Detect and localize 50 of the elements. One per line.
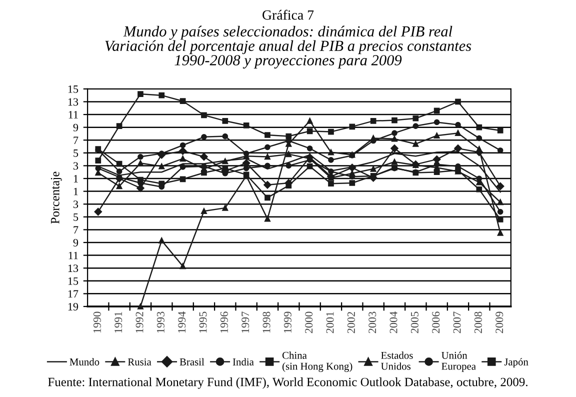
x-tick-label: 2000 xyxy=(305,312,313,334)
y-tick-label: 15 xyxy=(68,85,78,93)
x-tick-label: 1998 xyxy=(262,312,270,333)
x-tick-label: 1993 xyxy=(156,312,164,333)
x-tick-label: 2005 xyxy=(410,312,418,334)
legend-label: Rusia xyxy=(128,358,152,366)
y-tick-label: 13 xyxy=(68,98,78,106)
y-tick-label: 3 xyxy=(74,162,78,170)
y-tick-label: 11 xyxy=(68,111,78,118)
x-tick-label: 1994 xyxy=(178,312,186,333)
x-tick-label: 1990 xyxy=(93,312,101,333)
y-tick-label: 7 xyxy=(74,226,78,234)
x-tick-label: 1995 xyxy=(199,312,207,333)
x-tick-label: 1992 xyxy=(136,312,144,333)
x-tick-label: 2001 xyxy=(326,312,334,334)
source-note: Fuente: International Monetary Fund (IMF), World Economic Outlook Database, octubre, 2009. xyxy=(48,377,528,389)
legend-label: China (sin Hong Kong) xyxy=(282,352,352,372)
y-tick-label: 7 xyxy=(74,136,78,144)
y-tick-label: 9 xyxy=(73,238,78,246)
x-tick-label: 1996 xyxy=(220,312,228,333)
x-tick-label: 2007 xyxy=(453,312,461,334)
x-tick-label: 2003 xyxy=(368,312,376,334)
legend-label: Japón xyxy=(504,358,528,368)
x-tick-label: 2004 xyxy=(390,312,398,334)
y-tick-label: 1 xyxy=(74,175,78,182)
legend-label: Unión Europea xyxy=(442,352,476,372)
y-tick-label: 1 xyxy=(74,188,78,196)
y-tick-label: 9 xyxy=(73,124,78,132)
x-tick-label: 2002 xyxy=(347,312,355,334)
x-tick-label: 1999 xyxy=(284,312,292,333)
y-tick-label: 17 xyxy=(68,290,78,298)
y-tick-label: 19 xyxy=(68,302,78,310)
y-tick-label: 11 xyxy=(68,252,78,260)
y-tick-label: 5 xyxy=(74,213,78,221)
y-tick-label: 13 xyxy=(68,264,78,272)
legend-label: Estados Unidos xyxy=(380,352,413,370)
legend-label: Brasil xyxy=(180,358,204,366)
y-tick-label: 3 xyxy=(74,200,78,208)
y-tick-label: 5 xyxy=(74,149,78,157)
legend-label: Mundo xyxy=(70,358,100,366)
legend-label: India xyxy=(232,358,254,366)
x-tick-label: 2006 xyxy=(432,312,440,334)
x-tick-label: 2008 xyxy=(474,312,482,334)
x-tick-label: 2009 xyxy=(496,312,504,334)
x-tick-label: 1997 xyxy=(242,312,250,333)
chart-title: Gráfica 7 xyxy=(262,10,314,20)
y-tick-label: 15 xyxy=(68,277,78,285)
y-axis-title: Porcentaje xyxy=(50,172,62,224)
x-tick-label: 1991 xyxy=(114,312,122,333)
chart-subtitle: Mundo y países seleccionados: dinámica del PIB real Variación del porcentaje anual del PIB a precios constantes 1990-2008 y proyecciones para 2009 xyxy=(105,26,472,69)
